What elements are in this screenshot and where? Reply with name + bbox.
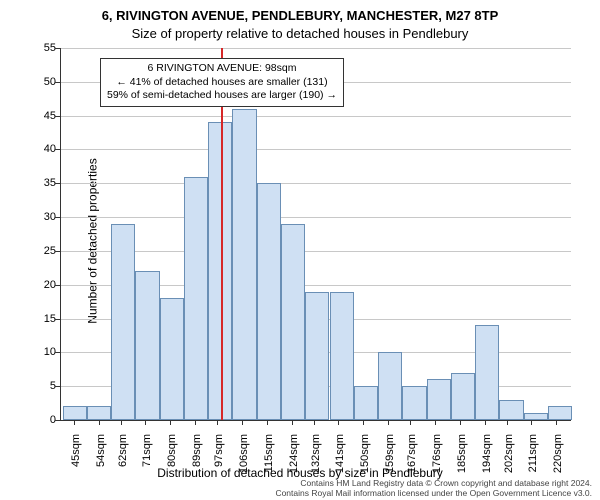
histogram-bar: [160, 298, 184, 420]
title-line1: 6, RIVINGTON AVENUE, PENDLEBURY, MANCHES…: [0, 8, 600, 23]
histogram-bar: [402, 386, 426, 420]
histogram-bar: [184, 177, 208, 420]
y-tick-label: 5: [36, 380, 56, 392]
annotation-line: 59% of semi-detached houses are larger (…: [107, 89, 337, 103]
histogram-bar: [548, 406, 572, 420]
histogram-bar: [499, 400, 523, 420]
histogram-bar: [330, 292, 354, 421]
y-tick-label: 15: [36, 313, 56, 325]
histogram-bar: [451, 373, 475, 420]
chart-container: 6, RIVINGTON AVENUE, PENDLEBURY, MANCHES…: [0, 0, 600, 500]
title-line2: Size of property relative to detached ho…: [0, 26, 600, 41]
histogram-bar: [111, 224, 135, 420]
histogram-bar: [87, 406, 111, 420]
footer-line2: Contains Royal Mail information licensed…: [275, 488, 592, 498]
y-tick-label: 40: [36, 143, 56, 155]
histogram-bar: [354, 386, 378, 420]
annotation-line: ← 41% of detached houses are smaller (13…: [107, 76, 337, 90]
y-tick-label: 35: [36, 177, 56, 189]
y-tick-label: 50: [36, 76, 56, 88]
histogram-bar: [427, 379, 451, 420]
histogram-bar: [378, 352, 402, 420]
y-tick-label: 30: [36, 211, 56, 223]
annotation-box: 6 RIVINGTON AVENUE: 98sqm← 41% of detach…: [100, 58, 344, 107]
y-tick-label: 45: [36, 110, 56, 122]
y-tick-label: 55: [36, 42, 56, 54]
footer-line1: Contains HM Land Registry data © Crown c…: [300, 478, 592, 488]
footer-text: Contains HM Land Registry data © Crown c…: [275, 478, 592, 498]
histogram-bar: [257, 183, 281, 420]
y-tick-label: 0: [36, 414, 56, 426]
histogram-bar: [232, 109, 256, 420]
histogram-bar: [305, 292, 329, 421]
histogram-bar: [475, 325, 499, 420]
annotation-line: 6 RIVINGTON AVENUE: 98sqm: [107, 62, 337, 76]
histogram-bar: [524, 413, 548, 420]
y-tick-label: 20: [36, 279, 56, 291]
y-tick-label: 25: [36, 245, 56, 257]
histogram-bar: [281, 224, 305, 420]
histogram-bar: [63, 406, 87, 420]
y-tick-label: 10: [36, 346, 56, 358]
histogram-bar: [135, 271, 159, 420]
